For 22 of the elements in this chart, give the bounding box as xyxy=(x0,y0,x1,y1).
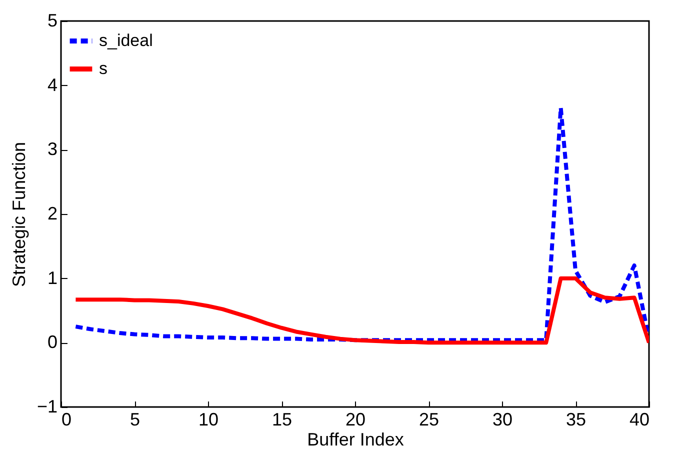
x-tick-label: 30 xyxy=(492,410,513,430)
y-tick-label: 4 xyxy=(47,74,58,95)
x-tick-label: 20 xyxy=(345,410,366,430)
y-axis-title: Strategic Function xyxy=(8,142,29,288)
x-tick-label: 35 xyxy=(566,410,586,430)
y-tick-label: 5 xyxy=(47,10,58,30)
x-tick-label: 40 xyxy=(629,410,650,430)
legend-label: s_ideal xyxy=(99,31,153,50)
line-series xyxy=(74,106,649,342)
x-axis-title: Buffer Index xyxy=(307,430,404,450)
line-series xyxy=(74,276,649,345)
x-tick-label: 10 xyxy=(198,410,219,430)
x-tick-label: 5 xyxy=(130,410,140,430)
x-tick-label: 15 xyxy=(272,410,292,430)
y-tick-label: 0 xyxy=(47,332,58,352)
y-tick-label: −1 xyxy=(36,396,58,416)
y-tick-label: 3 xyxy=(47,139,58,160)
y-tick-label: 1 xyxy=(47,268,58,288)
legend-label: s xyxy=(99,59,108,78)
x-tick-label: 25 xyxy=(418,410,440,430)
x-tick-label: 0 xyxy=(62,410,72,430)
y-tick-label: 2 xyxy=(47,204,58,224)
